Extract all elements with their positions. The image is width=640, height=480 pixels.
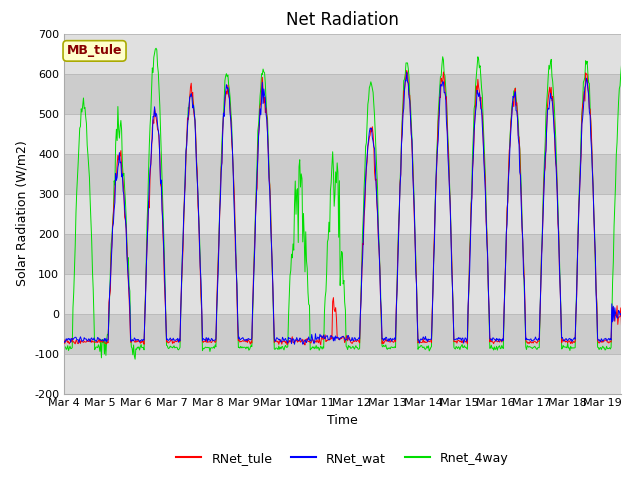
Text: MB_tule: MB_tule (67, 44, 122, 58)
Bar (64, 193, 621, 234)
Bar (64, 114, 621, 154)
Title: Net Radiation: Net Radiation (286, 11, 399, 29)
X-axis label: Time: Time (327, 414, 358, 427)
Bar (64, 274, 621, 313)
Legend: RNet_tule, RNet_wat, Rnet_4way: RNet_tule, RNet_wat, Rnet_4way (172, 447, 513, 469)
Bar (64, 354, 621, 394)
Bar (64, 34, 621, 73)
Y-axis label: Solar Radiation (W/m2): Solar Radiation (W/m2) (15, 141, 28, 287)
